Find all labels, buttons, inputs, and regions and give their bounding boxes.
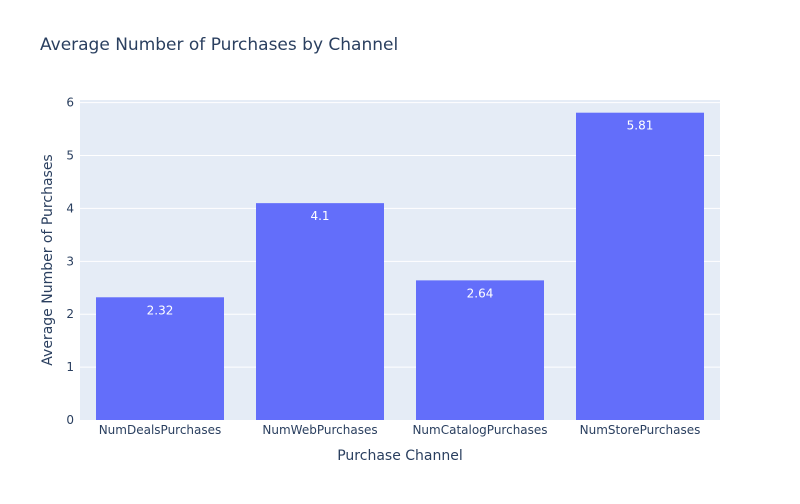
data-label-NumDealsPurchases: 2.32 xyxy=(147,303,174,317)
y-tick-label: 3 xyxy=(66,254,74,268)
y-tick-label: 6 xyxy=(66,96,74,110)
y-tick-label: 5 xyxy=(66,149,74,163)
y-tick-label: 4 xyxy=(66,201,74,215)
bar-NumDealsPurchases xyxy=(96,297,224,420)
y-tick-label: 2 xyxy=(66,307,74,321)
x-axis-title: Purchase Channel xyxy=(337,448,463,464)
y-tick-label: 0 xyxy=(66,413,74,427)
bars xyxy=(96,112,704,420)
y-axis-ticks: 0 1 2 3 4 5 6 xyxy=(66,96,74,427)
x-tick-label-NumCatalogPurchases: NumCatalogPurchases xyxy=(412,423,547,437)
data-labels: 2.32 4.1 2.64 5.81 xyxy=(147,119,654,318)
x-tick-label-NumWebPurchases: NumWebPurchases xyxy=(262,423,377,437)
y-axis-title: Average Number of Purchases xyxy=(40,154,56,365)
x-tick-label-NumStorePurchases: NumStorePurchases xyxy=(580,423,701,437)
chart-title: Average Number of Purchases by Channel xyxy=(40,35,398,55)
bar-NumCatalogPurchases xyxy=(416,280,544,420)
data-label-NumStorePurchases: 5.81 xyxy=(627,119,654,133)
x-tick-label-NumDealsPurchases: NumDealsPurchases xyxy=(99,423,222,437)
x-axis-ticks: NumDealsPurchases NumWebPurchases NumCatal… xyxy=(99,423,701,437)
data-label-NumCatalogPurchases: 2.64 xyxy=(467,286,494,300)
data-label-NumWebPurchases: 4.1 xyxy=(310,209,329,223)
bar-NumStorePurchases xyxy=(576,112,704,420)
bar-NumWebPurchases xyxy=(256,203,384,420)
y-tick-label: 1 xyxy=(66,360,74,374)
